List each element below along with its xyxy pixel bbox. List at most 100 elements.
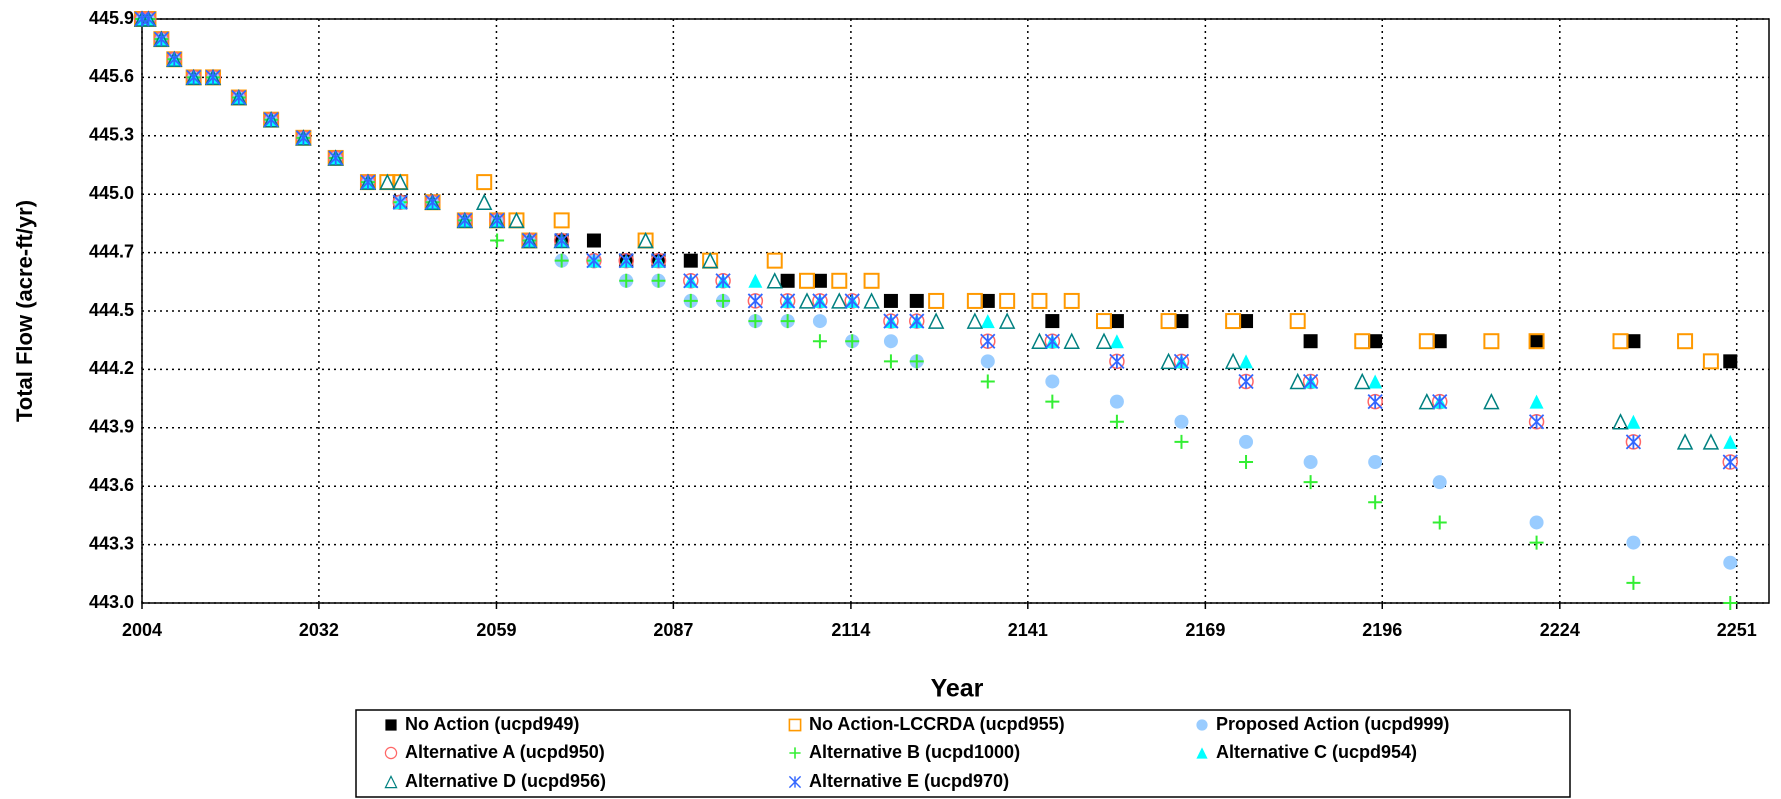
legend-marker — [384, 775, 398, 789]
point — [883, 313, 899, 329]
point — [863, 272, 880, 289]
point — [1529, 334, 1544, 349]
x-tick-label: 2032 — [299, 620, 339, 640]
point — [683, 273, 699, 289]
point — [1225, 313, 1242, 330]
point — [831, 292, 848, 309]
point — [1723, 555, 1738, 570]
point — [766, 272, 783, 289]
point — [1238, 373, 1254, 390]
point — [980, 354, 995, 369]
legend-marker — [789, 747, 801, 759]
point — [651, 273, 666, 288]
point — [360, 174, 376, 190]
point — [702, 252, 719, 269]
point — [134, 11, 150, 27]
point — [1432, 334, 1447, 349]
point — [766, 252, 783, 269]
point — [966, 292, 983, 309]
x-axis-title: Year — [931, 675, 984, 703]
point — [1063, 292, 1080, 309]
point — [1368, 374, 1383, 389]
point — [490, 233, 505, 248]
point — [1289, 313, 1306, 330]
point — [166, 51, 182, 67]
point — [1354, 372, 1371, 390]
point — [1418, 333, 1435, 350]
point — [1239, 314, 1254, 329]
point — [205, 69, 221, 86]
point — [683, 293, 698, 308]
point — [927, 312, 945, 329]
point — [508, 212, 525, 229]
point — [909, 313, 925, 329]
point — [1045, 314, 1060, 329]
point — [457, 212, 473, 229]
point — [1483, 333, 1500, 350]
point — [909, 293, 924, 308]
point — [553, 212, 570, 229]
point — [1529, 394, 1544, 409]
y-tick-label: 443.3 — [89, 533, 134, 553]
point — [999, 292, 1016, 309]
point — [263, 112, 279, 128]
point — [1612, 333, 1629, 350]
x-tick-label: 2224 — [1540, 620, 1580, 640]
point — [637, 231, 654, 249]
point — [1723, 354, 1738, 369]
point — [231, 89, 247, 106]
legend-marker — [1196, 719, 1208, 731]
point — [701, 251, 719, 269]
point — [980, 374, 995, 389]
legend — [355, 709, 1571, 798]
plot-frame — [141, 18, 1770, 604]
y-tick-label: 445.9 — [89, 8, 134, 28]
point — [1109, 394, 1124, 409]
point — [1626, 535, 1641, 550]
point — [1354, 333, 1371, 350]
point — [586, 233, 601, 248]
point — [1625, 434, 1642, 450]
x-tick-label: 2059 — [476, 620, 516, 640]
legend-marker — [384, 746, 398, 760]
point — [716, 293, 731, 308]
point — [780, 314, 795, 329]
point — [328, 150, 344, 166]
point — [554, 253, 569, 268]
point — [1702, 433, 1720, 450]
point — [863, 292, 880, 309]
point — [166, 50, 183, 68]
legend-label: Alternative C (ucpd954) — [1216, 742, 1417, 762]
point — [1626, 334, 1641, 349]
point — [489, 212, 505, 229]
point — [1224, 352, 1242, 370]
point — [883, 334, 898, 349]
point — [327, 149, 344, 166]
point — [153, 31, 170, 47]
point — [1368, 334, 1383, 349]
legend-label: Alternative D (ucpd956) — [405, 771, 606, 791]
point — [980, 333, 996, 349]
point — [883, 354, 898, 369]
point — [1063, 332, 1080, 349]
point — [424, 194, 441, 210]
y-tick-label: 445.0 — [89, 183, 134, 203]
point — [1626, 575, 1641, 590]
y-tick-label: 443.6 — [89, 475, 134, 495]
y-tick-label: 445.3 — [89, 125, 134, 145]
point — [1109, 353, 1125, 369]
point — [1723, 434, 1738, 449]
point — [1529, 535, 1544, 550]
y-tick-label: 444.2 — [89, 358, 134, 378]
point — [1418, 392, 1436, 410]
point — [1045, 374, 1060, 389]
point — [637, 232, 654, 249]
point — [980, 314, 995, 329]
point — [475, 193, 493, 211]
x-tick-label: 2251 — [1717, 620, 1757, 640]
point — [230, 88, 248, 106]
point — [1677, 333, 1694, 350]
point — [799, 272, 816, 289]
point — [392, 173, 409, 190]
point — [928, 292, 945, 309]
